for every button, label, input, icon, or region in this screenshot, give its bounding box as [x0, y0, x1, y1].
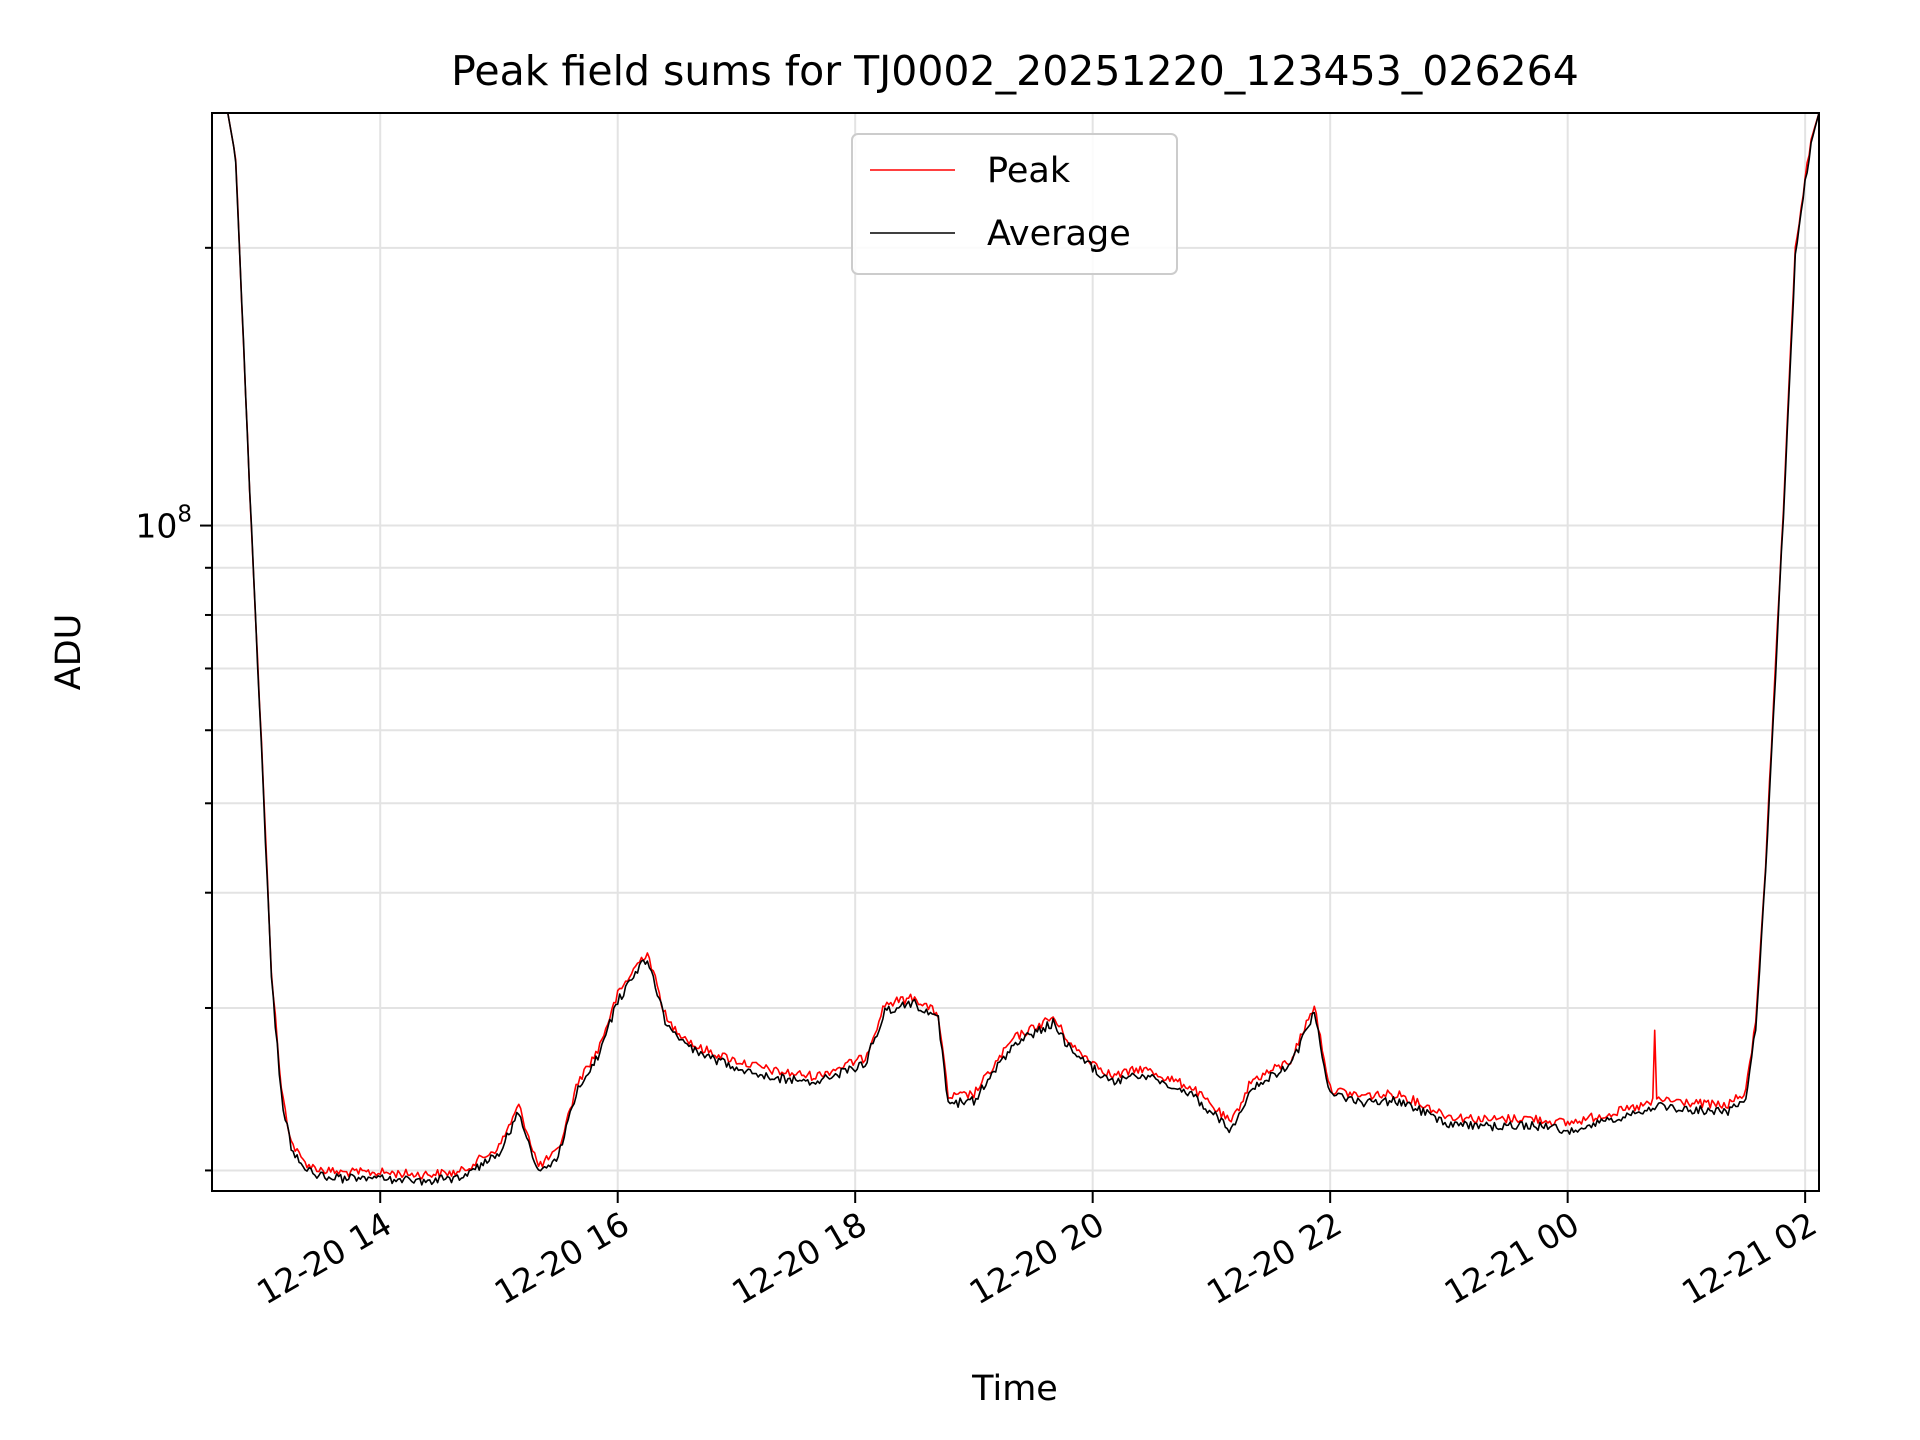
legend-label-peak: Peak [987, 151, 1071, 191]
legend-label-average: Average [987, 214, 1131, 254]
x-axis-label: Time [971, 1369, 1058, 1409]
y-tick-label: 108 [135, 502, 192, 546]
legend-box [851, 133, 1178, 275]
legend: Peak Average [851, 133, 1178, 275]
y-axis-label: ADU [49, 614, 89, 691]
y-axis: 108 [135, 246, 212, 1172]
series-layer [212, 113, 1819, 1186]
series-line-peak [212, 113, 1819, 1180]
chart-title: Peak field sums for TJ0002_20251220_1234… [451, 47, 1579, 95]
series-line-average [212, 113, 1819, 1186]
plot-frame [211, 112, 1820, 1192]
